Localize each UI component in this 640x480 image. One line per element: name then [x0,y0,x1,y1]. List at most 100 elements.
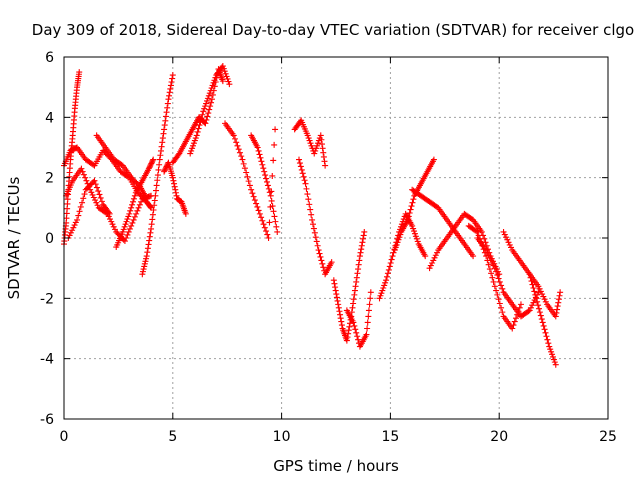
scatter-point [313,238,320,245]
scatter-point [256,151,263,158]
scatter-point [396,234,403,241]
scatter-point [308,142,315,149]
scatter-point [413,235,420,242]
y-tick-label: 0 [45,231,54,247]
scatter-point [170,177,177,184]
scatter-point [154,172,161,179]
scatter-point [141,260,148,267]
scatter-point [254,203,261,210]
scatter-point [165,96,172,103]
scatter-point [544,336,551,343]
scatter-point [152,192,159,199]
scatter-point [138,198,145,205]
scatter-point [486,254,493,261]
scatter-point [266,189,273,196]
scatter-point [315,247,322,254]
scatter-point [345,330,352,337]
scatter-point [555,299,562,306]
scatter-point [311,229,318,236]
scatter-point [411,228,418,235]
scatter-point [109,221,116,228]
scatter-point [404,216,411,223]
scatter-point [263,175,270,182]
scatter-point [188,147,195,154]
scatter-point [77,203,84,210]
scatter-point [319,260,326,267]
series-arc-11 [222,120,279,241]
scatter-point [489,274,496,281]
scatter-point [517,301,524,308]
scatter-point [164,160,171,167]
scatter-point [489,259,496,266]
scatter-point [192,135,199,142]
scatter-point [201,105,208,112]
scatter-point [488,270,495,277]
scatter-point [356,257,363,264]
scatter-point [149,216,156,223]
scatter-point [221,68,228,75]
scatter-point [161,167,168,174]
scatter-point [231,135,238,142]
scatter-point [239,156,246,163]
scatter-point [265,185,272,192]
scatter-point [97,194,104,201]
scatter-point [496,278,503,285]
series-arc-24 [526,271,559,368]
scatter-point [131,213,138,220]
scatter-point [122,221,129,228]
scatter-point [222,70,229,77]
scatter-point [130,198,137,205]
scatter-point [314,142,321,149]
scatter-point [148,225,155,232]
scatter-point [243,169,250,176]
scatter-point [536,309,543,316]
scatter-point [206,106,213,113]
scatter-point [555,296,562,303]
scatter-point [312,234,319,241]
scatter-point [250,193,257,200]
scatter-point [407,206,414,213]
scatter-point [319,145,326,152]
scatter-point [182,210,189,217]
scatter-point [233,139,240,146]
scatter-point [75,212,82,219]
scatter-point [355,266,362,273]
scatter-point [354,270,361,277]
scatter-point [257,154,264,161]
scatter-point [255,147,262,154]
scatter-point [94,202,101,209]
scatter-point [245,178,252,185]
scatter-point [209,91,216,98]
series-arc-22 [474,235,542,320]
scatter-point [79,199,86,206]
scatter-point [126,210,133,217]
scatter-point [308,211,315,218]
scatter-point [498,304,505,311]
scatter-point [157,152,164,159]
scatter-point [139,268,146,275]
scatter-point [130,216,137,223]
scatter-point [147,161,154,168]
series-arc-6 [113,156,157,251]
scatter-point [431,254,438,261]
scatter-point [196,122,203,129]
scatter-point [175,151,182,158]
scatter-point [153,187,160,194]
scatter-point [210,79,217,86]
series-arc-10 [187,63,233,157]
scatter-point [90,194,97,201]
scatter-point [150,206,157,213]
scatter-point [271,213,278,220]
scatter-point [533,295,540,302]
scatter-point [187,150,194,157]
scatter-point [508,244,515,251]
scatter-point [92,197,99,204]
scatter-point [79,168,86,175]
scatter-point [332,284,339,291]
scatter-point [148,159,155,166]
scatter-point [358,246,365,253]
scatter-point [148,160,155,167]
scatter-point [540,322,547,329]
scatter-point [259,217,266,224]
scatter-point [405,213,412,220]
